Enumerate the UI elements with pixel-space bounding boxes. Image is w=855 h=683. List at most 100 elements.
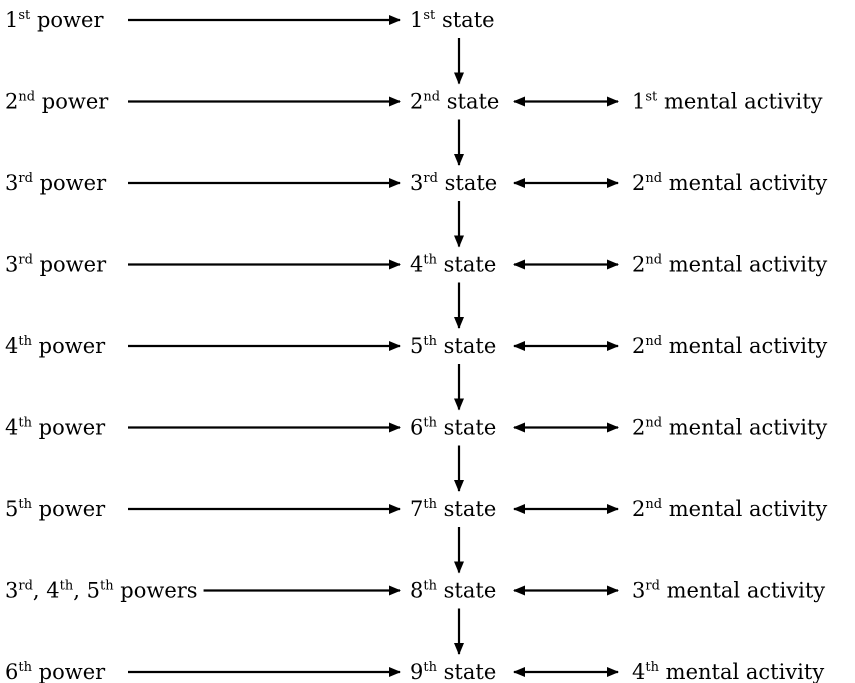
state-label-segment: 2 xyxy=(410,90,423,114)
activity-label-segment: 2 xyxy=(632,171,645,195)
power-label-segment: 3 xyxy=(5,579,18,603)
power-label-segment: nd xyxy=(18,90,35,105)
activity-label-segment: nd xyxy=(645,171,662,186)
state-label: 4th state xyxy=(410,253,496,277)
power-label-segment: th xyxy=(18,416,32,431)
power-label: 4th power xyxy=(5,416,106,440)
power-label-segment: rd xyxy=(18,253,33,268)
activity-label-segment: mental activity xyxy=(662,334,827,358)
activity-label-segment: rd xyxy=(645,579,660,594)
state-label-segment: state xyxy=(437,579,496,603)
power-label-segment: st xyxy=(18,8,31,23)
power-label-segment: power xyxy=(33,171,107,195)
state-label-segment: 3 xyxy=(410,171,423,195)
state-label-segment: 1 xyxy=(410,8,423,32)
power-label-segment: power xyxy=(32,416,106,440)
activity-label-segment: mental activity xyxy=(659,660,824,683)
activity-label-segment: nd xyxy=(645,497,662,512)
activity-label-segment: 4 xyxy=(632,660,645,683)
state-label-segment: state xyxy=(435,8,494,32)
state-label-segment: state xyxy=(438,171,497,195)
power-label: 4th power xyxy=(5,334,106,358)
state-label-segment: rd xyxy=(423,171,438,186)
activity-label-segment: nd xyxy=(645,334,662,349)
state-label: 7th state xyxy=(410,497,496,521)
power-label: 1st power xyxy=(5,8,104,32)
power-label: 3rd power xyxy=(5,171,107,195)
power-label-segment: 6 xyxy=(5,660,18,683)
power-label: 2nd power xyxy=(5,90,109,114)
activity-label-segment: 2 xyxy=(632,416,645,440)
activity-label-segment: nd xyxy=(645,416,662,431)
connectors xyxy=(128,15,619,677)
power-label-segment: th xyxy=(60,579,74,594)
activity-label-segment: mental activity xyxy=(662,253,827,277)
power-label-segment: 2 xyxy=(5,90,18,114)
state-label: 5th state xyxy=(410,334,496,358)
state-label-segment: state xyxy=(437,253,496,277)
power-label: 3rd power xyxy=(5,253,107,277)
power-label: 3rd, 4th, 5th powers xyxy=(5,579,198,603)
state-label: 1st state xyxy=(410,8,495,32)
state-label-segment: st xyxy=(423,8,436,23)
state-label-segment: th xyxy=(423,334,437,349)
power-label-segment: th xyxy=(18,660,32,675)
state-label-segment: state xyxy=(440,90,499,114)
activity-label-segment: st xyxy=(645,90,658,105)
activity-label: 2nd mental activity xyxy=(632,253,827,277)
state-label-segment: 6 xyxy=(410,416,423,440)
activity-label: 2nd mental activity xyxy=(632,334,827,358)
activity-label-segment: mental activity xyxy=(660,579,825,603)
state-label-segment: 7 xyxy=(410,497,423,521)
power-label-segment: power xyxy=(32,660,106,683)
power-label-segment: 3 xyxy=(5,253,18,277)
state-label-segment: state xyxy=(437,497,496,521)
activity-label: 3rd mental activity xyxy=(632,579,825,603)
power-label-segment: th xyxy=(18,497,32,512)
power-label-segment: power xyxy=(32,497,106,521)
activity-label: 4th mental activity xyxy=(632,660,824,683)
power-label-segment: rd xyxy=(18,579,33,594)
state-label-segment: state xyxy=(437,416,496,440)
activity-label-segment: mental activity xyxy=(662,171,827,195)
state-label: 8th state xyxy=(410,579,496,603)
power-label-segment: 4 xyxy=(5,334,18,358)
state-label-segment: th xyxy=(423,497,437,512)
activity-label-segment: 2 xyxy=(632,253,645,277)
state-label: 2nd state xyxy=(410,90,499,114)
power-label-segment: th xyxy=(100,579,114,594)
state-label-segment: 8 xyxy=(410,579,423,603)
power-label-segment: rd xyxy=(18,171,33,186)
activity-label-segment: th xyxy=(645,660,659,675)
power-label-segment: , 4 xyxy=(33,579,60,603)
state-label: 3rd state xyxy=(410,171,497,195)
power-label-segment: power xyxy=(35,90,109,114)
state-label-segment: state xyxy=(437,334,496,358)
power-label-segment: 4 xyxy=(5,416,18,440)
state-label-segment: state xyxy=(437,660,496,683)
state-label-segment: th xyxy=(423,253,437,268)
state-label-segment: 4 xyxy=(410,253,423,277)
power-label-segment: 5 xyxy=(5,497,18,521)
activity-label-segment: mental activity xyxy=(662,416,827,440)
power-label: 5th power xyxy=(5,497,106,521)
power-label-segment: power xyxy=(30,8,104,32)
activity-label-segment: 2 xyxy=(632,334,645,358)
power-label-segment: power xyxy=(32,334,106,358)
state-label-segment: th xyxy=(423,579,437,594)
activity-label: 1st mental activity xyxy=(632,90,823,114)
state-label-segment: th xyxy=(423,660,437,675)
power-label: 6th power xyxy=(5,660,106,683)
power-label-segment: , 5 xyxy=(73,579,100,603)
state-label-segment: 5 xyxy=(410,334,423,358)
activity-label: 2nd mental activity xyxy=(632,416,827,440)
activity-label-segment: 1 xyxy=(632,90,645,114)
activity-label: 2nd mental activity xyxy=(632,171,827,195)
state-label: 9th state xyxy=(410,660,496,683)
power-label-segment: power xyxy=(33,253,107,277)
state-label-segment: th xyxy=(423,416,437,431)
activity-label-segment: 2 xyxy=(632,497,645,521)
activity-label-segment: mental activity xyxy=(662,497,827,521)
